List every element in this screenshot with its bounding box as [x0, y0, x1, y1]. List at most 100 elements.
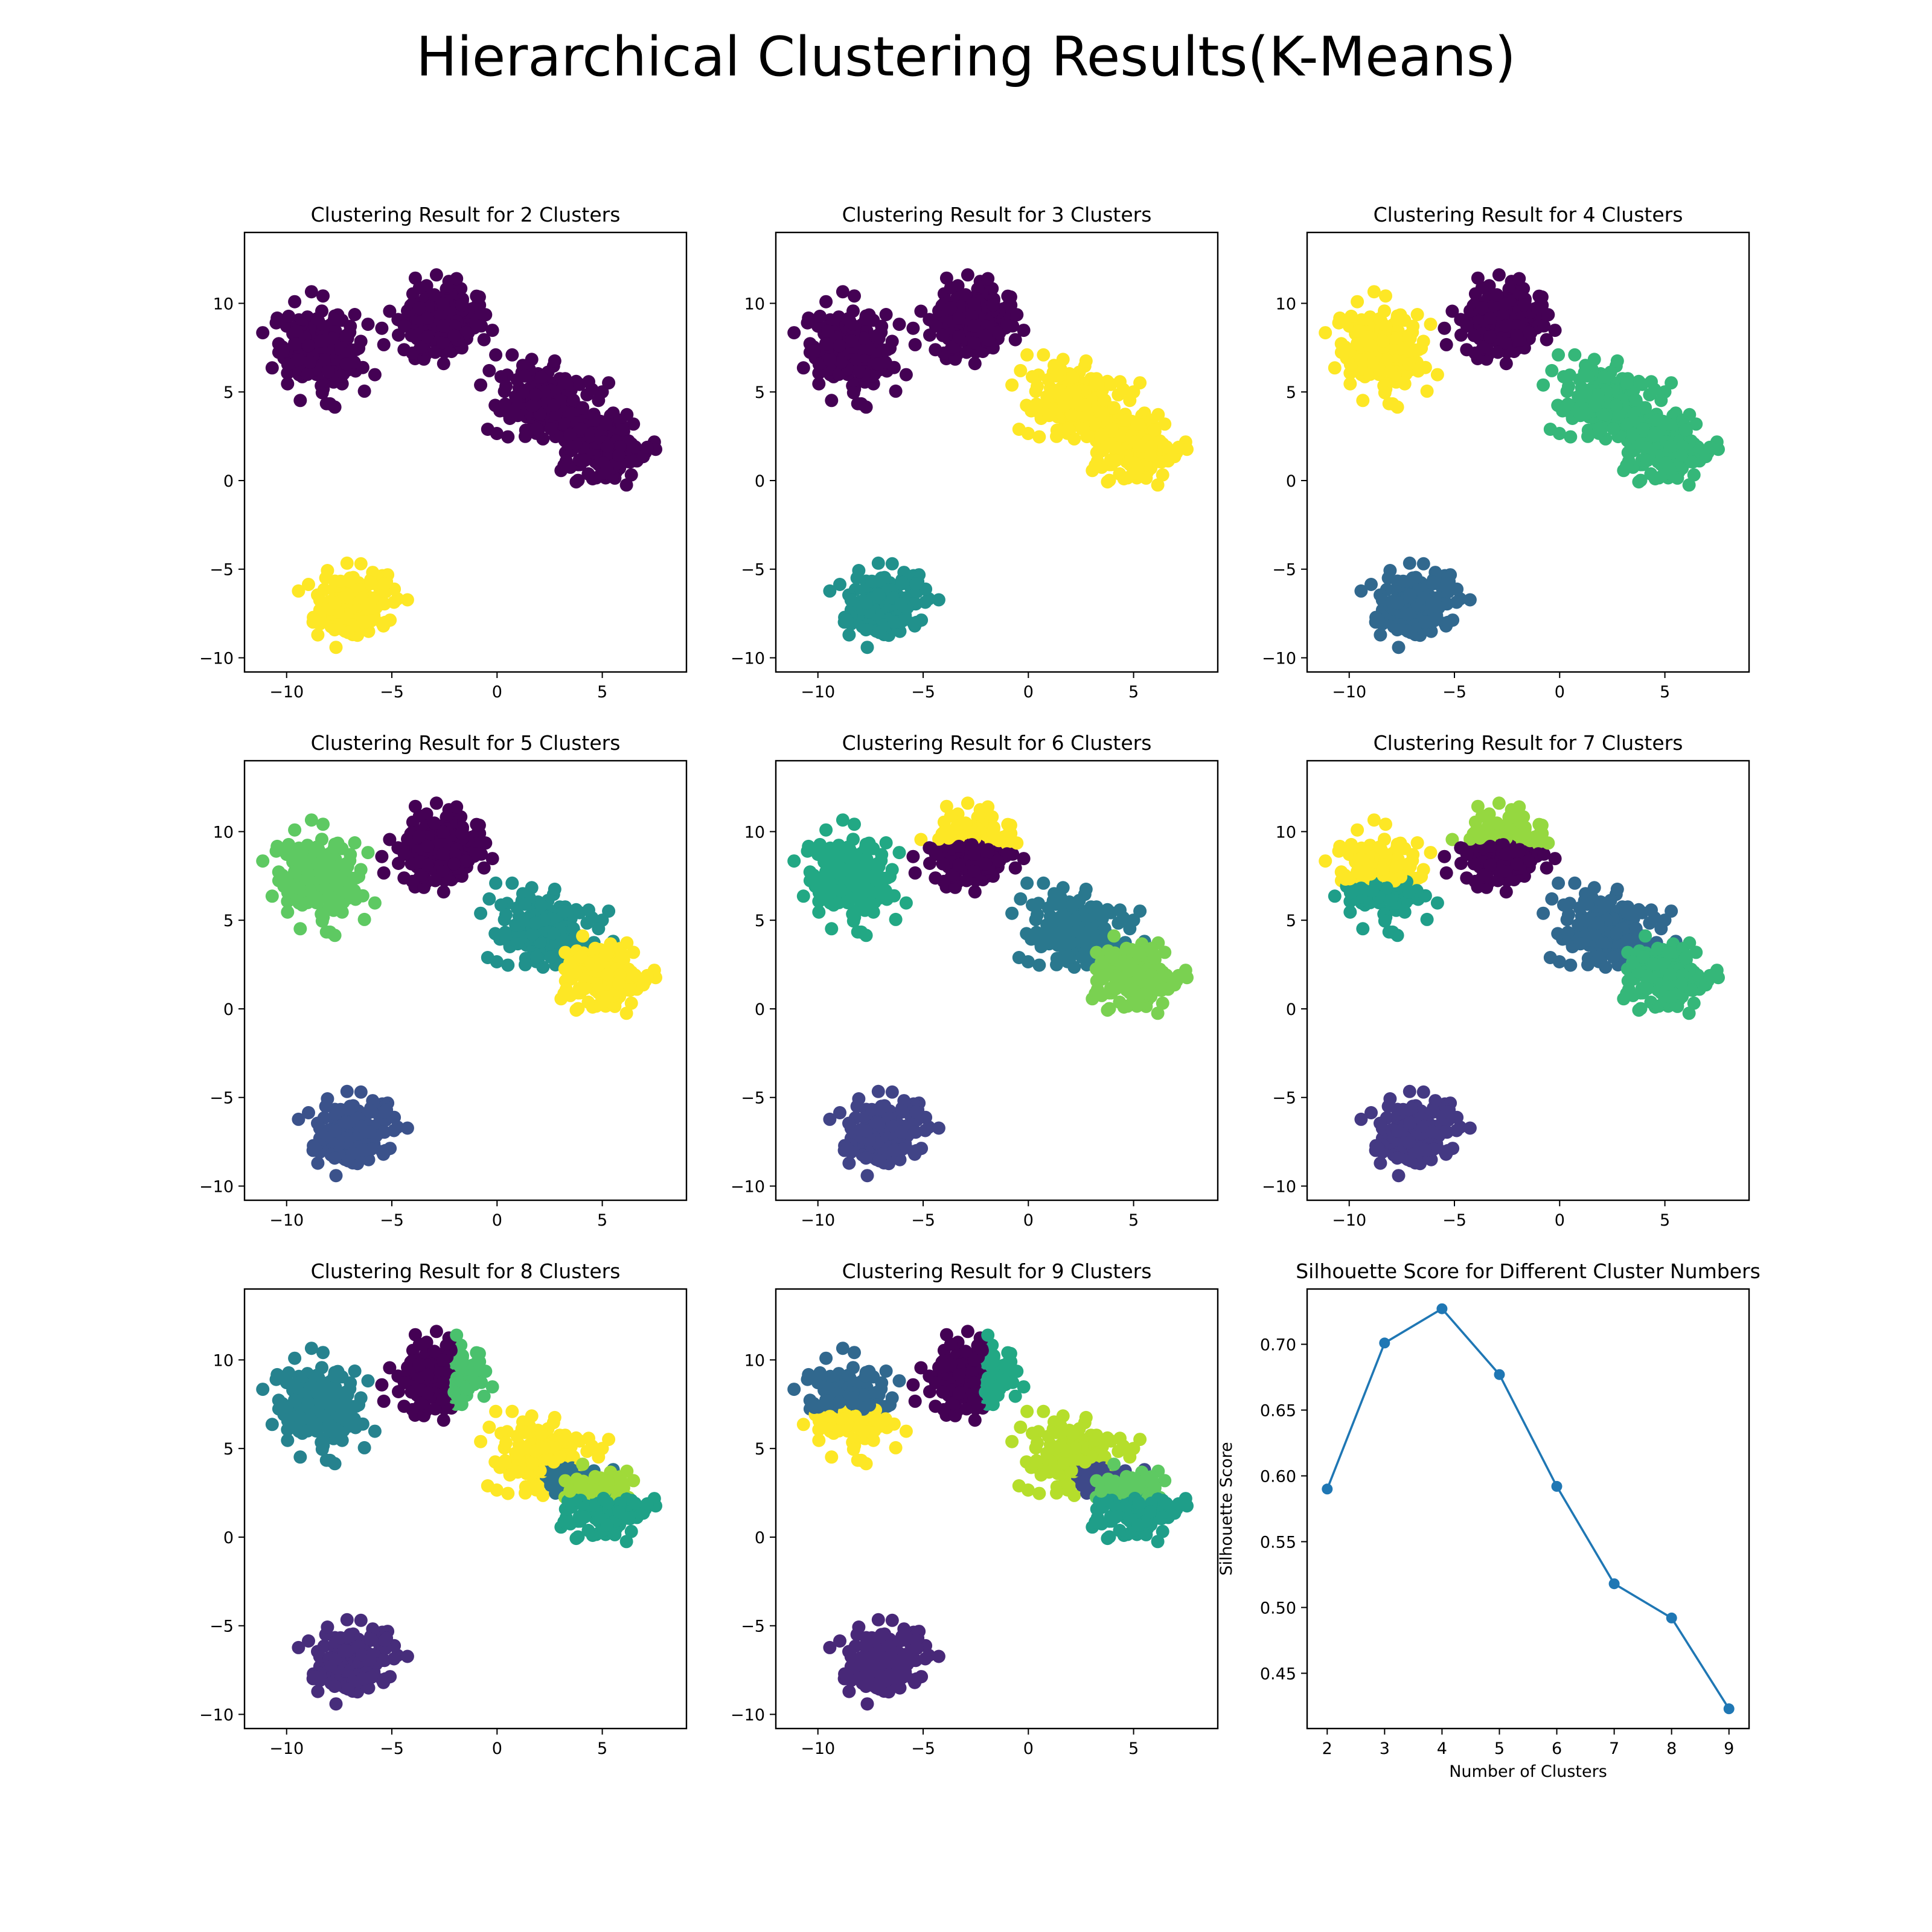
- data-point: [952, 330, 966, 344]
- data-point: [986, 298, 1000, 312]
- data-point: [1640, 453, 1654, 467]
- data-point: [627, 417, 641, 431]
- data-point: [1095, 427, 1108, 441]
- data-point: [1008, 861, 1022, 875]
- data-point: [1510, 328, 1524, 342]
- data-point: [842, 628, 856, 642]
- data-point: [375, 849, 389, 863]
- data-point: [1663, 440, 1677, 453]
- data-point: [887, 615, 901, 629]
- data-point: [859, 312, 872, 326]
- data-point: [1562, 380, 1575, 393]
- data-point: [592, 922, 606, 936]
- data-point: [339, 357, 353, 371]
- data-point: [1132, 968, 1146, 982]
- data-point: [356, 615, 369, 629]
- data-point: [377, 866, 391, 880]
- data-point: [1535, 290, 1549, 304]
- data-point: [477, 333, 491, 347]
- data-point: [364, 575, 378, 589]
- data-point: [1634, 473, 1648, 487]
- data-point: [1416, 557, 1430, 571]
- x-tick-label: 5: [1128, 683, 1139, 702]
- data-point: [1048, 385, 1061, 399]
- y-tick-label: −10: [731, 650, 765, 668]
- data-point: [475, 319, 488, 333]
- data-point: [578, 453, 592, 467]
- data-point: [584, 429, 598, 443]
- data-point: [455, 298, 469, 312]
- data-point: [328, 1124, 342, 1138]
- data-point: [892, 846, 906, 860]
- data-point: [807, 872, 821, 886]
- data-point: [1490, 288, 1504, 302]
- data-point: [1463, 593, 1477, 607]
- data-point: [573, 377, 586, 391]
- data-point: [1517, 298, 1531, 312]
- data-point: [519, 958, 532, 971]
- data-point: [304, 285, 318, 299]
- data-point: [872, 588, 886, 602]
- data-point: [823, 881, 837, 895]
- data-point: [899, 368, 913, 382]
- data-point: [309, 613, 323, 627]
- y-tick-label: −10: [199, 650, 234, 668]
- data-point: [265, 361, 279, 375]
- y-tick-label: 0: [223, 1000, 234, 1019]
- data-point: [848, 289, 861, 303]
- data-point: [932, 1121, 945, 1135]
- data-point: [1654, 394, 1668, 408]
- data-point: [852, 365, 866, 379]
- data-point: [588, 413, 602, 427]
- data-point: [1354, 584, 1368, 598]
- data-point: [840, 613, 854, 627]
- data-point: [959, 816, 973, 830]
- data-point: [1483, 330, 1497, 344]
- data-point: [1037, 348, 1051, 362]
- data-point: [1425, 597, 1439, 610]
- data-point: [807, 344, 821, 357]
- data-point: [454, 282, 468, 295]
- data-point: [848, 817, 861, 831]
- data-point: [1410, 308, 1424, 321]
- data-point: [323, 925, 337, 939]
- data-point: [1109, 453, 1123, 467]
- data-point: [474, 378, 488, 392]
- data-point: [1663, 462, 1677, 476]
- data-point: [309, 1142, 323, 1156]
- data-point: [368, 368, 382, 382]
- data-point: [288, 337, 302, 351]
- y-tick-label: 10: [213, 295, 234, 313]
- data-point: [421, 859, 435, 872]
- data-point: [641, 968, 654, 982]
- data-point: [412, 830, 426, 843]
- data-point: [1057, 927, 1070, 941]
- data-point: [576, 401, 590, 415]
- data-point: [325, 331, 339, 345]
- data-point: [276, 872, 290, 886]
- data-point: [1042, 409, 1056, 423]
- y-tick-label: 0: [223, 472, 234, 491]
- data-point: [327, 840, 341, 854]
- data-point: [436, 296, 450, 310]
- data-point: [1057, 399, 1070, 413]
- data-point: [1050, 429, 1063, 443]
- data-point: [357, 912, 371, 926]
- data-point: [292, 881, 305, 895]
- data-point: [1588, 399, 1602, 413]
- data-point: [1008, 333, 1022, 347]
- data-point: [499, 908, 513, 921]
- data-point: [1049, 369, 1063, 383]
- x-tick-label: 0: [492, 683, 502, 702]
- data-point: [276, 344, 290, 357]
- data-point: [288, 295, 302, 309]
- data-point: [1438, 321, 1451, 335]
- data-point: [1172, 440, 1185, 454]
- data-point: [450, 272, 464, 286]
- data-point: [571, 1002, 585, 1016]
- data-point: [1042, 937, 1056, 951]
- data-point: [1032, 430, 1046, 444]
- data-point: [387, 1124, 401, 1137]
- data-point: [1581, 429, 1595, 443]
- data-point: [929, 343, 942, 357]
